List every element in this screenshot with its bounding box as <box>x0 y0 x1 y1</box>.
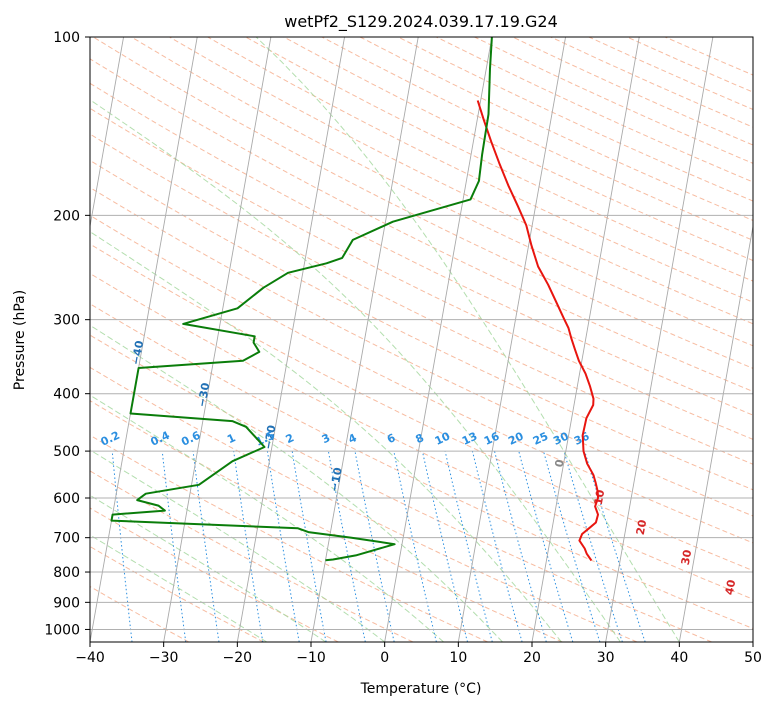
mixing-ratio-label: 30 <box>551 429 571 447</box>
mixing-ratio-line <box>421 450 468 642</box>
mixing-ratio-label: 25 <box>531 430 550 448</box>
dry-adiabats <box>90 37 753 642</box>
x-tick-label: −20 <box>223 650 253 666</box>
x-tick-label: 50 <box>744 650 762 666</box>
mixing-ratio-line <box>584 450 646 642</box>
isotherm-label: 10 <box>592 488 608 506</box>
isotherm-label: −60 <box>0 256 14 283</box>
mixing-ratio-line <box>233 451 264 642</box>
y-axis-label: Pressure (hPa) <box>12 290 28 390</box>
isotherm-line <box>457 37 567 642</box>
isotherm-line <box>236 37 346 642</box>
isotherm-label: −20 <box>262 424 279 451</box>
mixing-ratio-label: 20 <box>506 429 526 447</box>
dry-adiabat <box>90 400 563 642</box>
dry-adiabat <box>131 37 753 347</box>
temperature-profile-line <box>476 100 599 562</box>
x-tick-label: −40 <box>75 650 105 666</box>
mixing-ratio-line <box>563 450 623 642</box>
x-axis-label: Temperature (°C) <box>360 681 482 697</box>
dry-adiabat <box>90 243 753 572</box>
isotherms <box>90 37 753 642</box>
moist-adiabats <box>90 37 680 642</box>
x-tick-label: 20 <box>523 650 541 666</box>
dry-adiabat <box>90 159 753 491</box>
dry-adiabat <box>90 272 753 600</box>
dry-adiabat <box>90 507 339 642</box>
mixing-ratio-line <box>393 450 437 642</box>
x-axis-ticks: −40 −30 −20 −10 0 10 20 30 40 50 <box>75 642 762 666</box>
pressure-gridlines <box>90 37 753 630</box>
mixing-ratio-label: 13 <box>460 430 479 448</box>
isotherm-label: 30 <box>679 548 695 566</box>
isotherm-line <box>605 37 714 642</box>
y-tick-label: 900 <box>53 595 80 611</box>
moist-adiabat <box>90 394 444 642</box>
x-tick-label: 30 <box>597 650 615 666</box>
isotherm-label: −10 <box>328 466 345 493</box>
mixing-ratio-line <box>518 450 574 642</box>
mixing-ratio-line <box>161 451 187 642</box>
mixing-ratio-line <box>494 450 547 642</box>
x-tick-label: −10 <box>296 650 326 666</box>
isotherm-line <box>384 37 493 642</box>
moist-adiabat <box>90 99 621 642</box>
isotherm-label: 0 <box>552 458 566 468</box>
moist-adiabat <box>90 449 386 642</box>
x-tick-label: 40 <box>670 650 688 666</box>
y-tick-label: 300 <box>53 313 80 329</box>
dewpoint-profile-line <box>110 37 493 562</box>
isotherm-label: −30 <box>195 381 212 408</box>
dry-adiabat <box>90 303 753 630</box>
dry-adiabat <box>90 133 753 465</box>
mixing-ratio-line <box>543 450 601 642</box>
isotherm-line <box>531 37 640 642</box>
x-tick-label: 10 <box>449 650 467 666</box>
mixing-ratio-line <box>192 451 220 642</box>
dry-adiabat <box>207 37 753 303</box>
moist-adiabat <box>255 37 680 642</box>
isotherm-line <box>90 37 198 642</box>
moist-adiabat <box>90 324 503 642</box>
moist-adiabat <box>90 231 562 642</box>
y-axis-ticks: 100 200 300 400 500 600 700 800 900 1000 <box>44 30 90 638</box>
dry-adiabat <box>90 186 753 517</box>
isotherm-label: 20 <box>634 518 650 536</box>
mixing-ratio-label: 16 <box>482 429 502 447</box>
x-tick-label: −30 <box>149 650 179 666</box>
plot-frame <box>89 36 754 643</box>
mixing-ratio-label: 10 <box>433 429 453 447</box>
dry-adiabat <box>90 334 712 642</box>
y-tick-label: 700 <box>53 531 80 547</box>
isotherm-line <box>310 37 419 642</box>
y-tick-label: 500 <box>53 444 80 460</box>
dry-adiabat <box>90 545 264 642</box>
y-tick-label: 400 <box>53 387 80 403</box>
x-tick-label: 0 <box>380 650 389 666</box>
isotherm-line <box>163 37 272 642</box>
plot-background <box>90 37 753 642</box>
isotherm-line <box>752 639 753 642</box>
dry-adiabat <box>169 37 753 325</box>
y-tick-label: 200 <box>53 208 80 224</box>
dry-adiabat <box>90 214 753 544</box>
isotherm-label: −40 <box>129 339 146 366</box>
dry-adiabat <box>90 107 753 440</box>
isotherm-line <box>90 37 125 229</box>
y-tick-label: 100 <box>53 30 80 46</box>
y-tick-label: 800 <box>53 565 80 581</box>
background-line-labels: −100−90−80−70−60−50−40−30−20−10010203040… <box>0 256 739 596</box>
dry-adiabat <box>90 366 638 642</box>
profile-lines <box>110 37 599 562</box>
isotherm-line <box>678 223 753 642</box>
y-tick-label: 600 <box>53 491 80 507</box>
mixing-ratio-line <box>471 450 523 642</box>
chart-title: wetPf2_S129.2024.039.17.19.G24 <box>284 12 558 32</box>
isotherm-label: 40 <box>723 578 739 596</box>
mixing-ratio-line <box>327 451 366 642</box>
moist-adiabat <box>90 494 326 642</box>
y-tick-label: 1000 <box>44 622 80 638</box>
